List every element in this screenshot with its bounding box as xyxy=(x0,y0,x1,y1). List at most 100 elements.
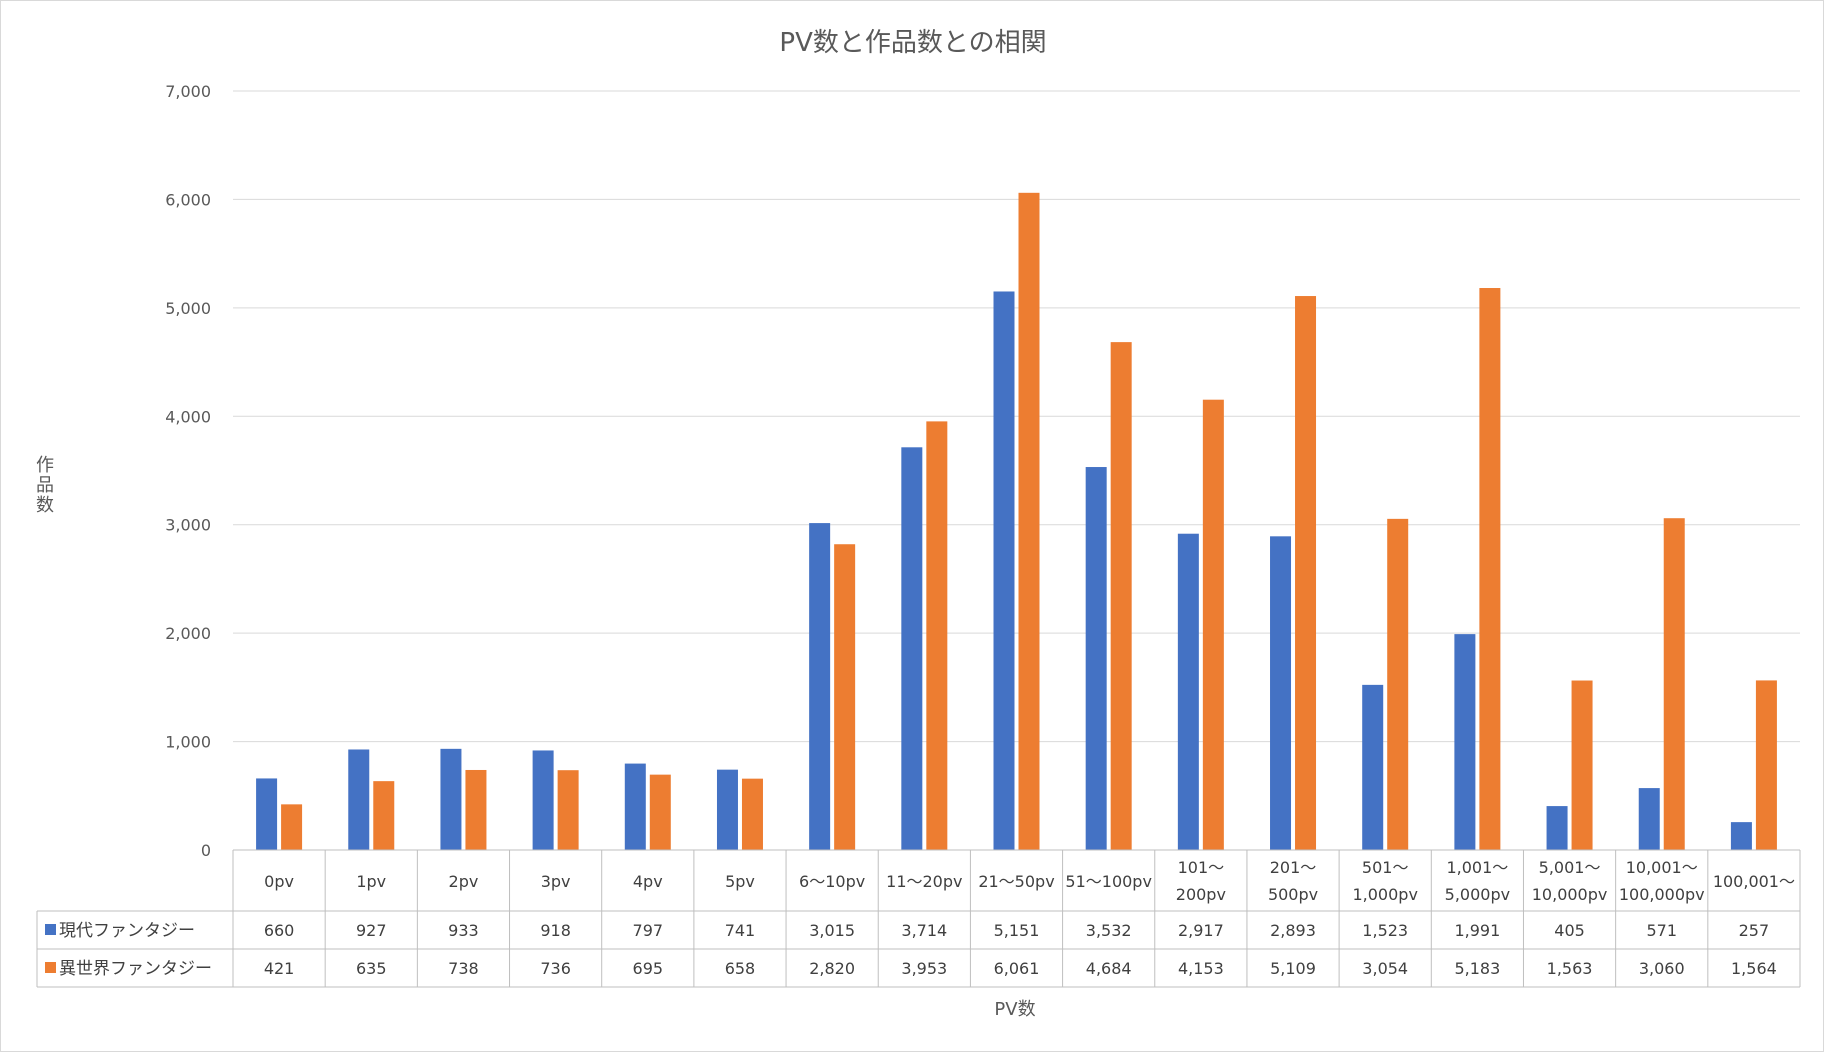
data-label: 5,151 xyxy=(994,921,1040,940)
x-tick-label: 5,000pv xyxy=(1445,885,1510,904)
y-tick-label: 5,000 xyxy=(165,299,211,318)
bar-series2 xyxy=(1755,680,1777,850)
x-tick-label: 6～10pv xyxy=(799,872,865,891)
bar-series2 xyxy=(1571,680,1593,850)
bar-series1 xyxy=(901,447,923,850)
data-label: 736 xyxy=(540,959,571,978)
data-label: 257 xyxy=(1739,921,1770,940)
data-label: 695 xyxy=(633,959,664,978)
x-tick-label: 201～ xyxy=(1270,858,1317,877)
data-label: 1,523 xyxy=(1362,921,1408,940)
data-label: 5,183 xyxy=(1454,959,1500,978)
data-label: 635 xyxy=(356,959,387,978)
bar-series2 xyxy=(649,774,671,850)
data-table: 0pv 1pv 2pv 3pv 4pv 5pv 6～10pv 11～20pv 21～50pv 51… xyxy=(36,849,1801,988)
data-label: 658 xyxy=(725,959,756,978)
data-label: 6,061 xyxy=(994,959,1040,978)
x-tick-label: 10,001～ xyxy=(1626,858,1698,877)
x-tick-label: 1,000pv xyxy=(1352,885,1417,904)
legend-label: 現代ファンタジー xyxy=(59,921,195,941)
x-tick-label: 1pv xyxy=(356,872,386,891)
y-axis-ticks: 0 1,000 2,000 3,000 4,000 5,000 6,000 7,000 xyxy=(165,82,211,860)
legend-swatch xyxy=(45,924,56,935)
y-tick-label: 7,000 xyxy=(165,82,211,101)
data-label: 4,684 xyxy=(1086,959,1132,978)
data-label: 4,153 xyxy=(1178,959,1224,978)
data-label: 2,820 xyxy=(809,959,855,978)
x-tick-label: 11～20pv xyxy=(886,872,962,891)
bar-series2 xyxy=(926,421,948,850)
x-tick-label: 200pv xyxy=(1176,885,1226,904)
bar-series1 xyxy=(256,778,278,850)
bar-series1 xyxy=(624,763,646,850)
y-tick-label: 2,000 xyxy=(165,624,211,643)
x-tick-label: 500pv xyxy=(1268,885,1318,904)
data-label: 1,991 xyxy=(1454,921,1500,940)
bar-series1 xyxy=(993,291,1015,850)
y-tick-label: 3,000 xyxy=(165,516,211,535)
y-tick-label: 6,000 xyxy=(165,190,211,209)
legend-label: 異世界ファンタジー xyxy=(59,959,212,979)
x-tick-label: 1,001～ xyxy=(1446,858,1508,877)
y-tick-label: 1,000 xyxy=(165,733,211,752)
data-label: 3,532 xyxy=(1086,921,1132,940)
data-label: 2,917 xyxy=(1178,921,1224,940)
bar-series1 xyxy=(1085,467,1107,850)
y-tick-label: 4,000 xyxy=(165,407,211,426)
data-label: 405 xyxy=(1554,921,1585,940)
data-label: 571 xyxy=(1646,921,1677,940)
bar-series1 xyxy=(1177,533,1199,850)
bar-series1 xyxy=(1638,788,1660,850)
bar-series1 xyxy=(1454,634,1476,850)
bars xyxy=(256,192,1777,850)
x-tick-label: 100,000pv xyxy=(1619,885,1705,904)
bar-series1 xyxy=(532,750,554,850)
bar-series2 xyxy=(1202,399,1224,850)
data-label: 927 xyxy=(356,921,387,940)
data-label: 741 xyxy=(725,921,756,940)
data-label: 3,060 xyxy=(1639,959,1685,978)
x-tick-label: 51～100pv xyxy=(1065,872,1152,891)
legend-swatch xyxy=(45,962,56,973)
data-label: 3,054 xyxy=(1362,959,1408,978)
x-tick-label: 3pv xyxy=(541,872,571,891)
data-label: 5,109 xyxy=(1270,959,1316,978)
data-label: 3,714 xyxy=(901,921,947,940)
x-tick-label: 5,001～ xyxy=(1539,858,1601,877)
bar-series1 xyxy=(809,523,831,850)
bar-series1 xyxy=(716,769,738,850)
bar-series2 xyxy=(834,544,856,850)
x-tick-label: 4pv xyxy=(633,872,663,891)
bar-series1 xyxy=(440,748,462,850)
data-label: 933 xyxy=(448,921,479,940)
x-axis-label: PV数 xyxy=(994,999,1035,1020)
bar-series2 xyxy=(281,804,303,850)
data-label: 660 xyxy=(264,921,295,940)
x-tick-label: 2pv xyxy=(449,872,479,891)
bar-series2 xyxy=(465,769,487,850)
x-tick-label: 10,000pv xyxy=(1532,885,1608,904)
gridlines xyxy=(233,90,1800,851)
bar-series2 xyxy=(1295,296,1317,850)
bar-series2 xyxy=(557,770,579,850)
bar-series2 xyxy=(1110,342,1132,850)
data-label: 797 xyxy=(633,921,664,940)
bar-series1 xyxy=(1730,822,1752,850)
data-label: 3,953 xyxy=(901,959,947,978)
bar-series2 xyxy=(1479,288,1501,850)
data-label: 1,564 xyxy=(1731,959,1777,978)
x-tick-label: 101～ xyxy=(1178,858,1225,877)
x-tick-label: 21～50pv xyxy=(978,872,1054,891)
bar-series2 xyxy=(1018,192,1040,850)
x-tick-label: 501～ xyxy=(1362,858,1409,877)
bar-series2 xyxy=(373,781,395,850)
data-label: 918 xyxy=(540,921,571,940)
bar-series1 xyxy=(1362,684,1384,850)
x-tick-label: 100,001～ xyxy=(1713,872,1795,891)
bar-series1 xyxy=(1270,536,1292,850)
data-label: 421 xyxy=(264,959,295,978)
bar-series1 xyxy=(348,749,370,850)
y-axis-label: 作品数 xyxy=(36,455,54,516)
